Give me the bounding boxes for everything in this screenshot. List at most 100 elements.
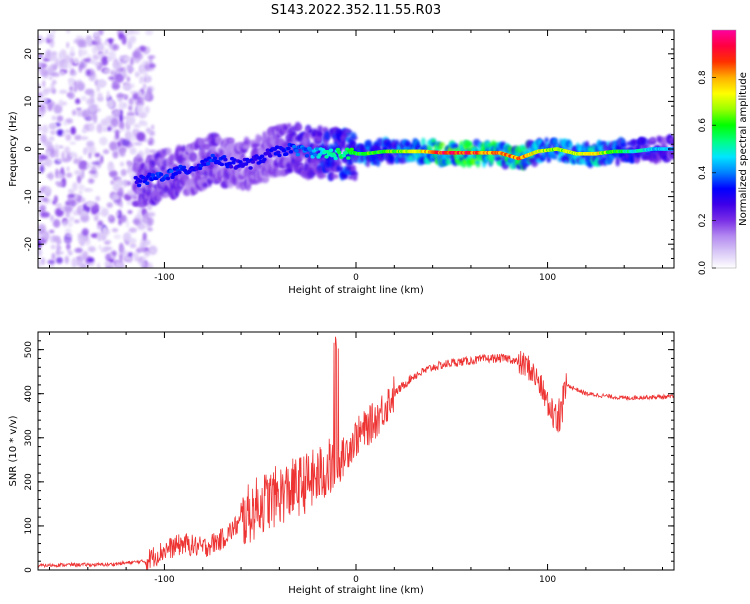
heatmap-cell xyxy=(71,257,78,268)
heatmap-cell xyxy=(331,174,339,179)
heatmap-cell xyxy=(58,99,64,107)
heatmap-cell xyxy=(74,134,82,141)
heatmap-cell xyxy=(286,146,291,151)
heatmap-cell xyxy=(135,98,145,107)
heatmap-cell xyxy=(97,262,101,268)
heatmap-cell xyxy=(146,203,153,211)
heatmap-cell xyxy=(121,66,127,77)
heatmap-cell xyxy=(79,61,86,70)
heatmap-cell xyxy=(86,201,96,206)
heatmap-cell xyxy=(144,105,150,114)
heatmap-cell xyxy=(88,170,97,174)
heatmap-cell xyxy=(295,152,300,157)
heatmap-cell xyxy=(123,55,131,62)
heatmap-cell xyxy=(117,67,122,73)
colorbar-tick-label: 0.6 xyxy=(698,118,708,133)
heatmap-cell xyxy=(181,145,187,152)
heatmap-cell xyxy=(79,161,87,167)
heatmap-cell xyxy=(115,263,123,268)
heatmap-cell xyxy=(177,170,182,175)
heatmap-cell xyxy=(121,138,131,147)
heatmap-cell xyxy=(108,214,113,220)
colorbar-tick-label: 0.0 xyxy=(698,261,708,276)
heatmap-cell xyxy=(142,218,148,224)
heatmap-cell xyxy=(147,87,153,96)
heatmap-cell xyxy=(143,250,151,257)
heatmap-cell xyxy=(68,78,76,88)
heatmap-cell xyxy=(150,158,156,168)
heatmap-cell xyxy=(126,64,132,71)
heatmap-cell xyxy=(136,131,146,142)
heatmap-cell xyxy=(105,240,112,244)
heatmap-cell xyxy=(477,142,483,151)
heatmap-cell xyxy=(181,165,187,170)
heatmap-cell xyxy=(65,201,71,206)
heatmap-cell xyxy=(65,228,72,236)
heatmap-cell xyxy=(286,123,292,128)
heatmap-cell xyxy=(43,232,47,241)
heatmap-cell xyxy=(123,179,127,188)
heatmap-cell xyxy=(349,147,354,152)
heatmap-cell xyxy=(133,142,143,146)
heatmap-cell xyxy=(135,104,144,115)
heatmap-cell xyxy=(141,112,148,118)
snr-xtick-label: -100 xyxy=(154,575,175,585)
heatmap-cell xyxy=(277,153,282,158)
heatmap-cell xyxy=(45,142,52,146)
heatmap-cell xyxy=(69,198,76,207)
heatmap-cell xyxy=(118,101,124,110)
heatmap-cell xyxy=(66,42,70,49)
heatmap-cell xyxy=(133,123,141,128)
heatmap-cell xyxy=(64,219,73,223)
heatmap-cell xyxy=(94,80,99,86)
heatmap-cell xyxy=(324,130,331,141)
heatmap-cell xyxy=(42,161,49,166)
heatmap-cell xyxy=(46,32,55,40)
heatmap-cell xyxy=(62,120,68,126)
heatmap-cell xyxy=(284,152,289,156)
heatmap-cell xyxy=(41,124,49,134)
heatmap-cell xyxy=(38,53,43,59)
heatmap-cell xyxy=(147,172,152,177)
heatmap-xtick-label: 0 xyxy=(353,273,359,283)
heatmap-cell xyxy=(546,156,552,163)
heatmap-cell xyxy=(50,244,56,250)
heatmap-cell xyxy=(119,201,123,208)
heatmap-cell xyxy=(138,179,143,183)
heatmap-cell xyxy=(66,243,71,251)
heatmap-cell xyxy=(94,61,100,67)
snr-ytick-label: 400 xyxy=(24,385,34,402)
heatmap-cell xyxy=(120,214,127,223)
heatmap-cell xyxy=(145,30,154,36)
heatmap-cell xyxy=(48,229,55,234)
heatmap-cell xyxy=(61,151,65,161)
heatmap-cell xyxy=(83,58,92,63)
heatmap-cell xyxy=(343,151,349,155)
heatmap-cell xyxy=(142,83,147,91)
heatmap-cell xyxy=(438,142,446,147)
heatmap-cell xyxy=(292,144,297,149)
heatmap-cell xyxy=(127,210,133,214)
heatmap-cell xyxy=(141,60,149,66)
heatmap-cell xyxy=(87,246,96,253)
heatmap-cell xyxy=(70,46,75,56)
heatmap-cell xyxy=(144,78,150,83)
heatmap-cell xyxy=(109,171,118,177)
heatmap-cell xyxy=(55,203,63,208)
colorbar-tick-label: 0.4 xyxy=(698,165,708,180)
heatmap-cell xyxy=(80,136,89,141)
snr-axes: -100 0 100 0 100 200 300 400 500 xyxy=(24,331,674,585)
heatmap-cell xyxy=(437,145,444,150)
heatmap-cell xyxy=(109,38,113,45)
snr-xtick-label: 0 xyxy=(353,575,359,585)
heatmap-cell xyxy=(86,140,95,148)
figure-title: S143.2022.352.11.55.R03 xyxy=(271,3,441,18)
heatmap-cell xyxy=(38,248,43,257)
heatmap-cell xyxy=(104,260,111,267)
heatmap-cell xyxy=(49,76,53,80)
heatmap-cell xyxy=(649,137,656,143)
heatmap-cell xyxy=(92,45,98,55)
heatmap-cell xyxy=(219,162,225,167)
heatmap-cell xyxy=(66,30,71,34)
heatmap-cell xyxy=(346,156,351,160)
